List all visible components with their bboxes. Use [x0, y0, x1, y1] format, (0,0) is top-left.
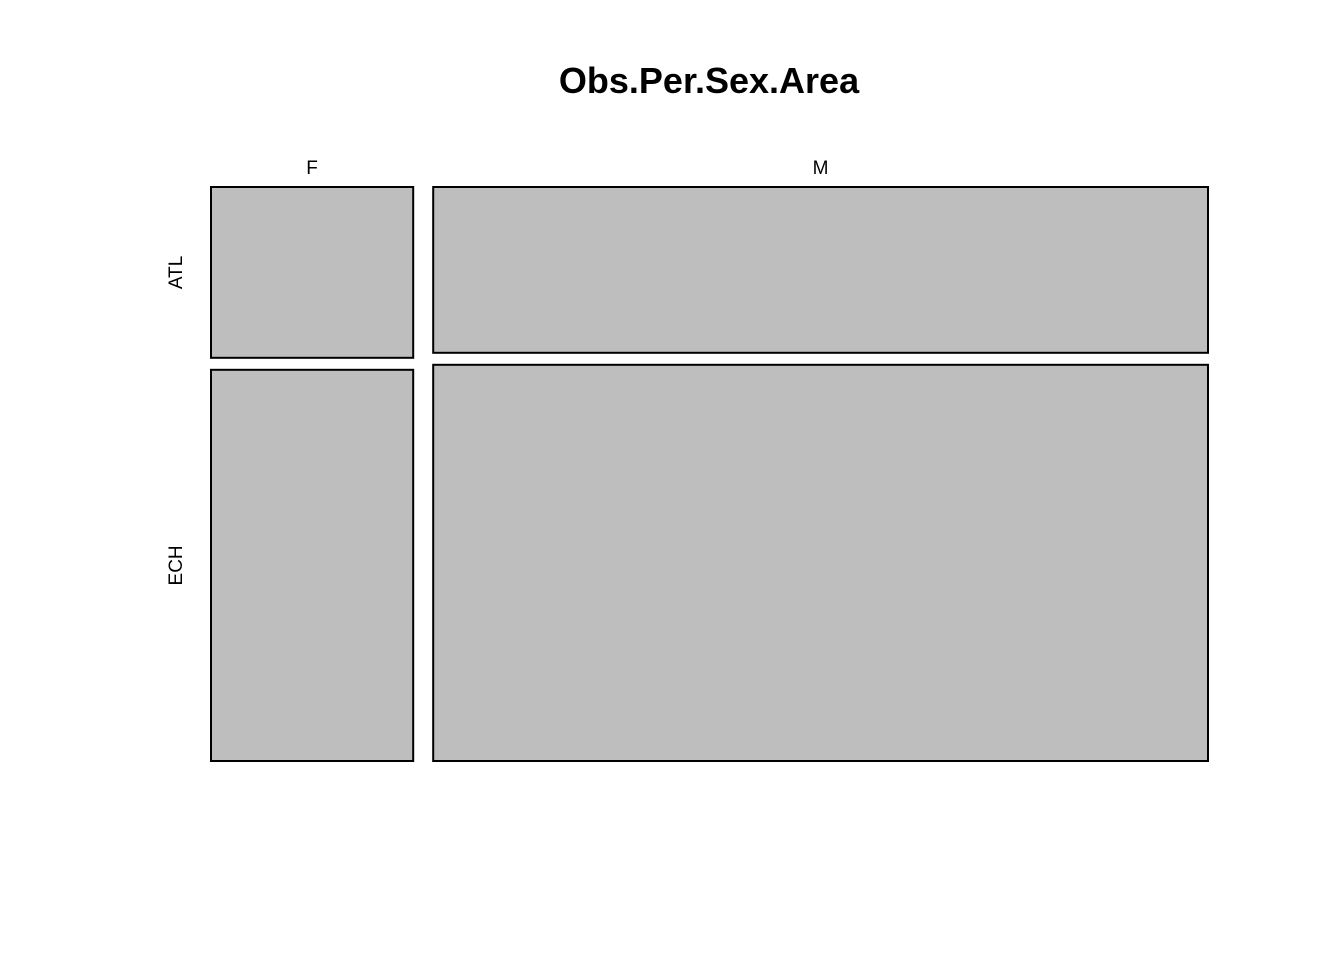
tile-m-ech: [432, 363, 1209, 762]
row-label-ech: ECH: [166, 545, 187, 585]
column-label-m: M: [813, 158, 829, 179]
row-labels: ATL ECH: [166, 256, 187, 586]
mosaic-tiles: [210, 186, 1209, 762]
row-label-atl: ATL: [166, 256, 187, 289]
column-label-f: F: [306, 158, 318, 179]
tile-f-atl: [210, 186, 415, 359]
chart-title: Obs.Per.Sex.Area: [559, 60, 860, 101]
tile-f-ech: [210, 368, 415, 762]
tile-m-atl: [432, 186, 1209, 354]
